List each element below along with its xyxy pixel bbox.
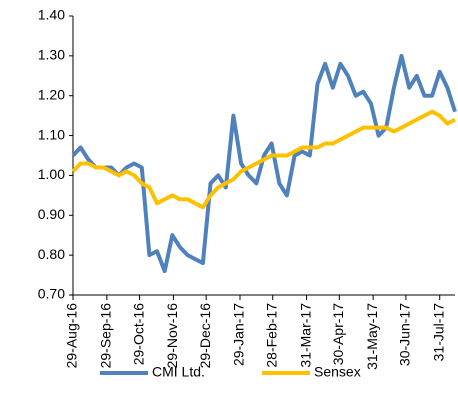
y-tick-label: 1.30 [38, 47, 65, 63]
y-tick-label: 0.90 [38, 206, 65, 222]
x-tick-label: 31-Mar-17 [297, 303, 313, 368]
x-tick-label: 29-Sep-16 [98, 303, 114, 369]
y-tick-label: 1.20 [38, 86, 65, 102]
y-tick-label: 0.70 [38, 286, 65, 302]
x-tick-label: 30-Apr-17 [330, 303, 346, 365]
y-tick-label: 1.00 [38, 166, 65, 182]
legend-label: Sensex [314, 364, 361, 380]
x-tick-label: 29-Oct-16 [130, 303, 146, 365]
y-tick-label: 0.80 [38, 246, 65, 262]
legend-label: CMI Ltd. [152, 364, 205, 380]
x-tick-label: 29-Aug-16 [64, 303, 80, 369]
x-tick-label: 28-Feb-17 [263, 303, 279, 368]
x-tick-label: 29-Dec-16 [197, 303, 213, 369]
series-line [71, 53, 457, 274]
x-tick-label: 29-Jan-17 [231, 303, 247, 366]
x-tick-label: 31-Jul-17 [430, 303, 446, 362]
y-tick-label: 1.40 [38, 7, 65, 23]
x-tick-label: 31-May-17 [364, 303, 380, 370]
x-tick-label: 30-Jun-17 [397, 303, 413, 366]
series-line [71, 109, 456, 210]
x-tick-label: 29-Nov-16 [164, 303, 180, 369]
y-tick-label: 1.10 [38, 126, 65, 142]
